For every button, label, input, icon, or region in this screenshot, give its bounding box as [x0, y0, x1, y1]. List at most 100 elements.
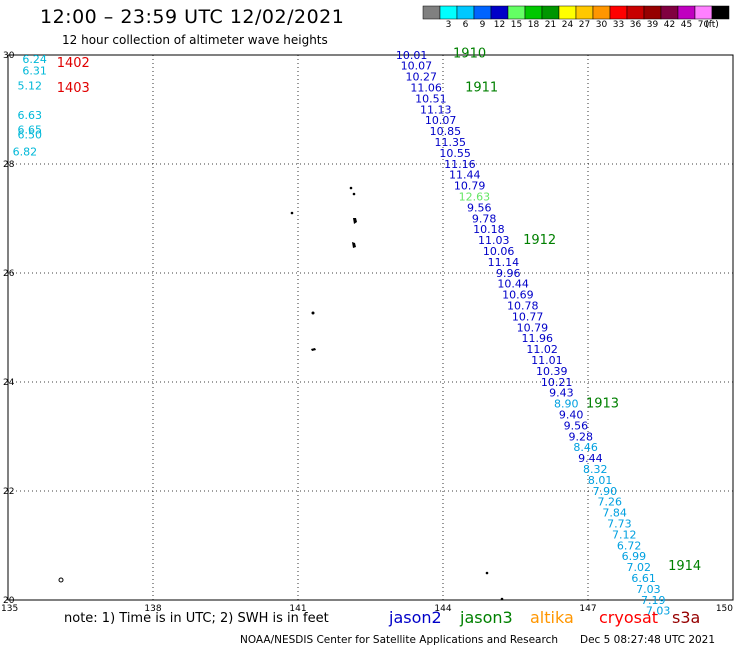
wave-height-value: 10.18 [473, 223, 505, 236]
pass-time-label: 1403 [57, 81, 90, 96]
lat-tick-label: 28 [3, 160, 15, 170]
color-scale-swatch [677, 5, 696, 20]
island-outlines [58, 186, 504, 601]
lon-tick-label: 147 [579, 604, 596, 614]
wave-height-value: 11.16 [444, 158, 476, 171]
color-scale-swatch [541, 5, 560, 20]
wave-height-value: 6.72 [617, 539, 642, 552]
wave-height-value: 8.01 [588, 474, 613, 487]
island-marker [58, 577, 64, 583]
wave-height-value: 6.63 [18, 109, 43, 122]
wave-height-value: 6.99 [622, 550, 647, 563]
lon-tick-label: 135 [1, 604, 18, 614]
color-scale-swatch [592, 5, 611, 20]
island-marker [311, 311, 315, 315]
pass-time-label: 1912 [523, 233, 556, 248]
wave-height-value: 6.61 [631, 572, 656, 585]
color-scale-bar [422, 5, 730, 20]
lat-tick-label: 30 [3, 51, 15, 61]
wave-height-value: 9.44 [578, 452, 603, 465]
wave-height-value: 6.82 [13, 145, 38, 158]
color-scale-label: 21 [544, 20, 557, 30]
color-scale-swatch [524, 5, 543, 20]
wave-height-value: 7.26 [598, 496, 623, 509]
color-scale-swatch [490, 5, 509, 20]
wave-height-value: 11.96 [522, 332, 554, 345]
wave-height-value: 7.84 [602, 507, 627, 520]
wave-height-value: 9.96 [496, 267, 521, 280]
island-marker [311, 348, 316, 351]
color-scale-label: 70 [697, 20, 710, 30]
wave-height-value: 11.06 [410, 82, 442, 95]
lat-tick-label: 26 [3, 269, 15, 279]
color-scale-label: 30 [595, 20, 608, 30]
color-scale-swatch [473, 5, 492, 20]
wave-height-value: 10.01 [396, 49, 428, 62]
satellite-legend-s3a: s3a [672, 608, 701, 627]
footer-note: note: 1) Time is in UTC; 2) SWH is in fe… [64, 611, 329, 626]
island-marker [353, 218, 357, 224]
wave-height-value: 9.40 [559, 409, 584, 422]
color-scale-label: 36 [629, 20, 642, 30]
wave-height-value: 7.19 [641, 594, 666, 607]
lat-tick-label: 24 [3, 378, 15, 388]
wave-height-value: 10.21 [541, 376, 573, 389]
wave-height-value: 7.03 [646, 605, 671, 618]
color-scale-swatch [575, 5, 594, 20]
color-scale-swatch [558, 5, 577, 20]
wave-height-value: 10.07 [401, 60, 433, 73]
pass-time-label: 1402 [57, 56, 90, 71]
wave-height-value: 7.90 [593, 485, 618, 498]
color-scale-label: 39 [646, 20, 659, 30]
satellite-legend-altika: altika [530, 608, 574, 627]
wave-height-value: 8.32 [583, 463, 608, 476]
wave-height-value: 9.56 [564, 419, 589, 432]
wave-height-value: 10.44 [497, 278, 529, 291]
wave-height-value: 10.79 [454, 180, 486, 193]
wave-height-value: 10.77 [512, 310, 544, 323]
color-scale-swatch [507, 5, 526, 20]
satellite-legend-cryosat: cryosat [599, 608, 659, 627]
wave-height-value: 9.56 [467, 201, 492, 214]
lon-tick-label: 138 [144, 604, 161, 614]
wave-height-value: 9.43 [549, 387, 574, 400]
satellite-legend-jason2: jason2 [389, 608, 442, 627]
wave-height-value: 10.69 [502, 289, 534, 302]
color-scale-label: 3 [445, 20, 452, 30]
wave-height-value: 10.85 [430, 125, 462, 138]
wave-height-value: 8.46 [573, 441, 598, 454]
wave-height-value: 10.06 [483, 245, 515, 258]
wave-height-value: 10.39 [536, 365, 568, 378]
lat-tick-label: 20 [3, 596, 15, 606]
color-scale-swatch [660, 5, 679, 20]
map-title: 12:00 – 23:59 UTC 12/02/2021 [40, 6, 345, 28]
pass-time-label: 1913 [586, 397, 619, 412]
color-scale-swatch [626, 5, 645, 20]
wave-height-value: 7.12 [612, 528, 637, 541]
wave-height-value: 7.02 [627, 561, 652, 574]
lon-tick-label: 150 [716, 604, 733, 614]
wave-height-value: 6.31 [22, 65, 47, 78]
color-scale-swatch [711, 5, 730, 20]
color-scale-swatch [694, 5, 713, 20]
color-scale-label: 42 [663, 20, 676, 30]
satellite-legend-jason3: jason3 [460, 608, 513, 627]
wave-height-value: 6.65 [18, 123, 43, 136]
altimeter-tracks: 6.246.315.126.636.656.506.8210.0110.0710… [13, 47, 702, 618]
credit-text: NOAA/NESDIS Center for Satellite Applica… [240, 634, 558, 646]
color-scale-label: 6 [462, 20, 469, 30]
color-scale-label: 45 [680, 20, 693, 30]
wave-height-value: 6.50 [18, 128, 43, 141]
color-scale-swatch [422, 5, 441, 20]
wave-height-value: 11.13 [420, 103, 452, 116]
island-marker [290, 211, 294, 215]
color-scale-label: 9 [479, 20, 486, 30]
wave-height-value: 10.07 [425, 114, 457, 127]
wave-height-value: 10.27 [406, 71, 438, 84]
wave-height-value: 11.02 [526, 343, 558, 356]
lat-tick-label: 22 [3, 487, 14, 497]
wave-height-value: 9.28 [569, 430, 594, 443]
color-scale-swatch [643, 5, 662, 20]
wave-height-value: 11.44 [449, 169, 481, 182]
